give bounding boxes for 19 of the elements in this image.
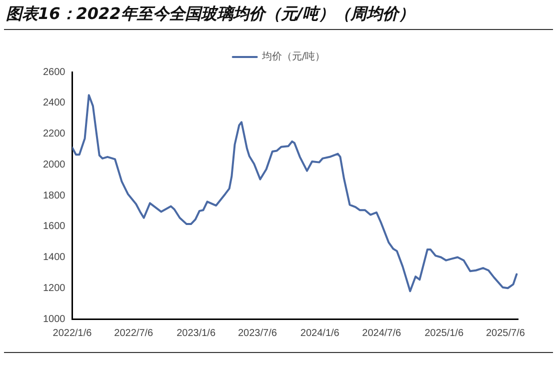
y-tick-label: 2400 bbox=[42, 98, 66, 109]
x-tick-label: 2023/1/6 bbox=[176, 328, 216, 339]
x-tick-label: 2025/1/6 bbox=[424, 328, 464, 339]
y-tick-label: 2600 bbox=[42, 66, 66, 78]
y-tick-label: 2000 bbox=[42, 159, 66, 170]
y-tick-label: 1600 bbox=[42, 221, 66, 232]
x-tick-label: 2023/7/6 bbox=[238, 328, 278, 339]
x-tick-label: 2024/7/6 bbox=[362, 328, 402, 339]
x-tick-label: 2024/1/6 bbox=[300, 328, 340, 339]
x-tick-label: 2022/1/6 bbox=[52, 328, 92, 339]
x-tick-label: 2025/7/6 bbox=[486, 328, 526, 339]
y-tick-label: 1200 bbox=[42, 282, 66, 294]
y-tick-label: 1400 bbox=[42, 252, 66, 263]
y-tick-label: 1800 bbox=[42, 190, 66, 202]
y-tick-label: 2200 bbox=[42, 128, 66, 140]
x-tick-label: 2022/7/6 bbox=[114, 328, 154, 339]
legend-label: 均价（元/吨） bbox=[260, 50, 326, 63]
y-tick-label: 1000 bbox=[42, 314, 66, 325]
chart-title: 图表16：2022年至今全国玻璃均价（元/吨）（周均价） bbox=[6, 4, 415, 25]
